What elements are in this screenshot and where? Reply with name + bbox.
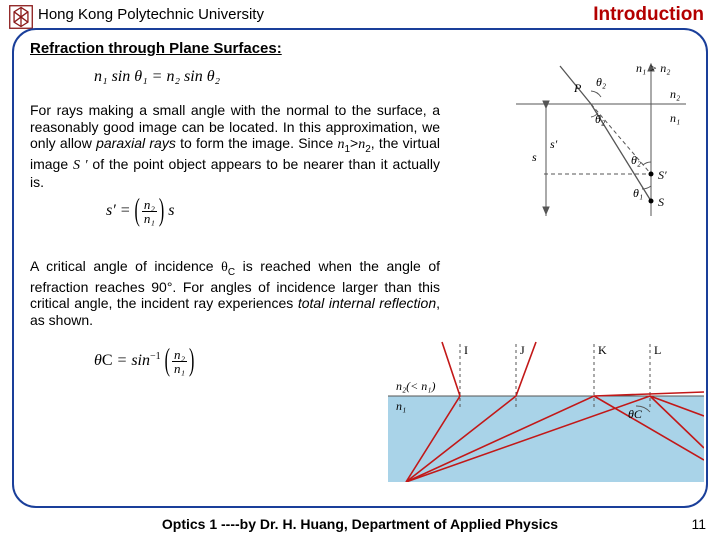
page-number: 11	[691, 516, 706, 532]
dA-th1: θ₁	[633, 186, 643, 200]
paragraph-2: A critical angle of incidence θC is reac…	[30, 258, 440, 328]
university-name: Hong Kong Polytechnic University	[38, 6, 264, 23]
total-internal-reflection-diagram: n₂(< n₁) n₁ I J K L θC	[388, 340, 704, 482]
equation-snell: n₁ sin θ₁ = n₂ sin θ₂	[94, 68, 220, 86]
dB-J: J	[520, 343, 525, 357]
section-heading: Refraction through Plane Surfaces:	[30, 40, 282, 57]
dA-s: s	[532, 150, 537, 164]
university-logo-icon	[8, 4, 34, 30]
dB-n1: n₁	[396, 399, 406, 413]
dB-L: L	[654, 343, 661, 357]
dA-P: P	[573, 81, 582, 95]
paragraph-1: For rays making a small angle with the n…	[30, 102, 440, 191]
dA-n1n2: n₁ > n₂	[636, 61, 670, 75]
dA-sp: s′	[550, 137, 558, 151]
dA-th2b: θ₂	[595, 112, 605, 126]
dA-n2: n₂	[670, 87, 680, 101]
dA-Sp: S′	[658, 168, 667, 182]
footer-text: Optics 1 ----by Dr. H. Huang, Department…	[0, 516, 720, 532]
dA-n1: n₁	[670, 111, 680, 125]
dA-S: S	[658, 195, 664, 209]
dB-I: I	[464, 343, 468, 357]
dB-K: K	[598, 343, 607, 357]
dB-thc: θC	[628, 407, 643, 421]
equation-critical-angle: θC = sin−1 (n₂n₁)	[94, 348, 194, 375]
dA-th2a: θ₂	[596, 75, 606, 89]
dA-th2c: θ₂	[631, 153, 641, 167]
equation-sprime: s′ = (n₂n₁) s	[106, 198, 174, 225]
dB-n2: n₂(< n₁)	[396, 379, 435, 393]
page-title: Introduction	[593, 4, 704, 26]
refraction-depth-diagram: n₁ > n₂ θ₂ P n₂ n₁ θ₂ s′ s θ₂ S′ θ₁ S	[496, 56, 696, 222]
